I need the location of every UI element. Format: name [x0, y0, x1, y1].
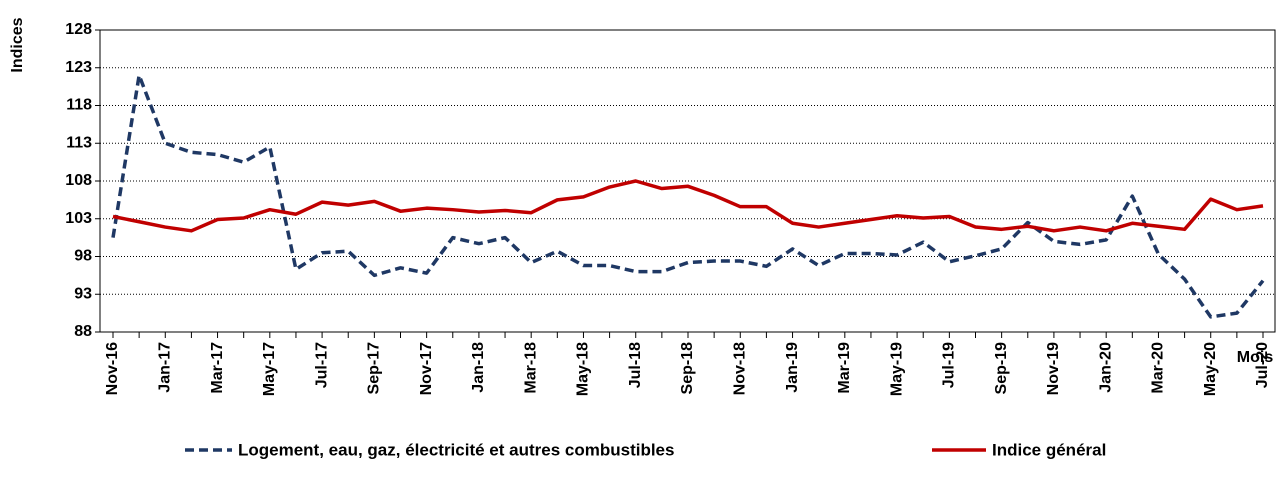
y-axis-label: Indices	[9, 17, 26, 72]
x-tick-label: May-20	[1202, 342, 1219, 396]
x-tick-label: Jan-17	[156, 342, 173, 393]
y-tick-label: 128	[65, 21, 92, 38]
x-tick-label: May-18	[575, 342, 592, 396]
x-tick-label: May-19	[888, 342, 905, 396]
x-tick-label: Jul-20	[1254, 342, 1271, 388]
x-tick-label: Jul-18	[627, 342, 644, 388]
x-tick-label: Nov-16	[104, 342, 121, 395]
x-tick-label: Sep-19	[993, 342, 1010, 395]
y-tick-label: 118	[66, 97, 92, 114]
x-tick-label: May-17	[261, 342, 278, 396]
x-tick-label: Mar-17	[209, 342, 226, 394]
legend-label: Logement, eau, gaz, électricité et autre…	[238, 440, 674, 459]
x-tick-label: Sep-18	[679, 342, 696, 395]
x-tick-label: Jul-19	[941, 342, 958, 388]
x-tick-label: Sep-17	[366, 342, 383, 395]
y-tick-label: 103	[65, 210, 92, 227]
y-tick-label: 93	[74, 285, 92, 302]
y-tick-label: 98	[74, 248, 92, 265]
x-tick-label: Nov-18	[731, 342, 748, 395]
x-tick-label: Mar-20	[1150, 342, 1167, 394]
x-tick-label: Mar-19	[836, 342, 853, 394]
x-tick-label: Jan-20	[1097, 342, 1114, 393]
y-tick-label: 123	[65, 59, 92, 76]
x-tick-label: Jan-18	[470, 342, 487, 393]
series-line	[112, 179, 1264, 233]
x-tick-label: Nov-19	[1045, 342, 1062, 395]
x-tick-label: Nov-17	[418, 342, 435, 395]
x-tick-label: Jan-19	[784, 342, 801, 393]
series-line	[111, 73, 1265, 319]
y-tick-label: 108	[65, 172, 92, 189]
y-tick-label: 88	[74, 323, 92, 340]
x-tick-label: Jul-17	[313, 342, 330, 388]
y-tick-label: 113	[66, 134, 92, 151]
legend-label: Indice général	[992, 440, 1106, 459]
x-tick-label: Mar-18	[522, 342, 539, 394]
x-axis-label: Mois	[1237, 349, 1274, 366]
